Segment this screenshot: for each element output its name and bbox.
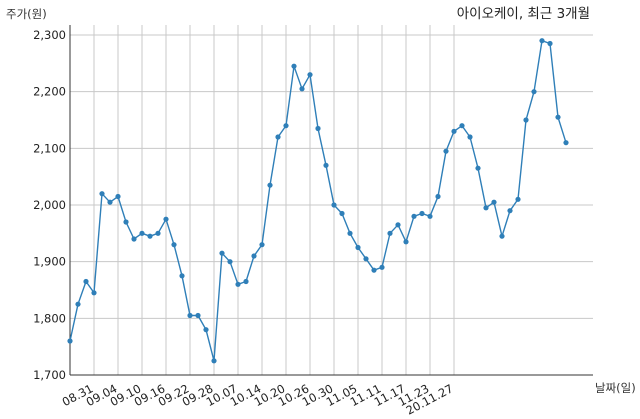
y-tick-label: 2,100 xyxy=(33,141,66,155)
data-point xyxy=(483,205,489,211)
data-point xyxy=(387,230,393,236)
data-point xyxy=(123,219,129,225)
data-point xyxy=(515,196,521,202)
data-point xyxy=(435,193,441,200)
data-point xyxy=(115,193,121,200)
x-tick-labels: 08.3109.0409.1009.1609.2209.2810.0710.14… xyxy=(60,381,456,417)
data-point xyxy=(283,123,289,129)
data-point xyxy=(139,230,145,236)
data-point xyxy=(171,242,177,248)
data-point xyxy=(523,117,529,123)
data-point xyxy=(275,134,281,140)
data-point xyxy=(403,239,409,245)
y-tick-label: 2,000 xyxy=(33,198,66,212)
data-point xyxy=(563,140,569,146)
data-point xyxy=(75,301,81,307)
data-point xyxy=(243,278,249,285)
x-axis-title: 날짜(일) xyxy=(595,381,636,395)
data-point xyxy=(443,148,449,154)
data-point xyxy=(227,259,233,265)
data-point xyxy=(211,358,217,364)
y-tick-label: 2,300 xyxy=(33,28,66,42)
data-point xyxy=(307,72,313,78)
data-point xyxy=(323,162,329,168)
data-point xyxy=(259,242,265,248)
data-point xyxy=(187,312,193,319)
data-point xyxy=(547,40,553,47)
data-point xyxy=(347,230,353,236)
data-point xyxy=(355,244,361,251)
data-point xyxy=(459,123,465,129)
data-point xyxy=(363,256,369,262)
data-point xyxy=(67,338,73,344)
y-tick-label: 1,800 xyxy=(33,311,66,325)
price-line xyxy=(69,39,567,361)
y-axis-title: 주가(원) xyxy=(6,7,47,21)
data-point xyxy=(315,125,321,132)
data-point xyxy=(339,210,345,217)
data-point xyxy=(371,267,377,273)
data-point xyxy=(267,182,273,188)
data-point xyxy=(251,253,257,259)
data-point xyxy=(107,199,113,205)
axes xyxy=(69,25,593,376)
grid-lines xyxy=(70,25,593,376)
data-point xyxy=(155,230,161,236)
data-point xyxy=(131,236,137,242)
data-point xyxy=(531,89,537,95)
data-point xyxy=(291,63,297,69)
data-point xyxy=(475,165,481,171)
data-point xyxy=(467,134,473,140)
data-point xyxy=(419,210,425,217)
data-point xyxy=(499,233,505,239)
chart-title: 아이오케이, 최근 3개월 xyxy=(457,6,590,22)
y-tick-label: 1,900 xyxy=(33,255,66,269)
data-point xyxy=(427,213,433,219)
data-point xyxy=(163,216,169,222)
data-point xyxy=(539,38,545,44)
data-point xyxy=(451,128,457,134)
data-point xyxy=(235,281,241,287)
data-point xyxy=(491,199,497,205)
data-point xyxy=(555,114,561,120)
data-point xyxy=(219,250,225,256)
y-tick-label: 2,200 xyxy=(33,85,66,99)
data-point xyxy=(83,278,89,285)
data-point xyxy=(195,312,201,319)
data-point xyxy=(395,222,401,228)
price-points xyxy=(67,38,569,364)
data-point xyxy=(507,208,513,214)
y-tick-label: 1,700 xyxy=(33,368,66,382)
data-point xyxy=(411,213,417,219)
data-point xyxy=(331,202,337,208)
data-point xyxy=(179,273,185,279)
data-point xyxy=(91,290,97,296)
data-point xyxy=(299,86,305,92)
y-tick-labels: 1,700 1,800 1,900 2,000 2,100 2,200 2,300 xyxy=(33,28,66,382)
data-point xyxy=(147,233,153,239)
data-point xyxy=(379,264,385,270)
data-point xyxy=(203,327,209,333)
data-point xyxy=(99,191,105,197)
